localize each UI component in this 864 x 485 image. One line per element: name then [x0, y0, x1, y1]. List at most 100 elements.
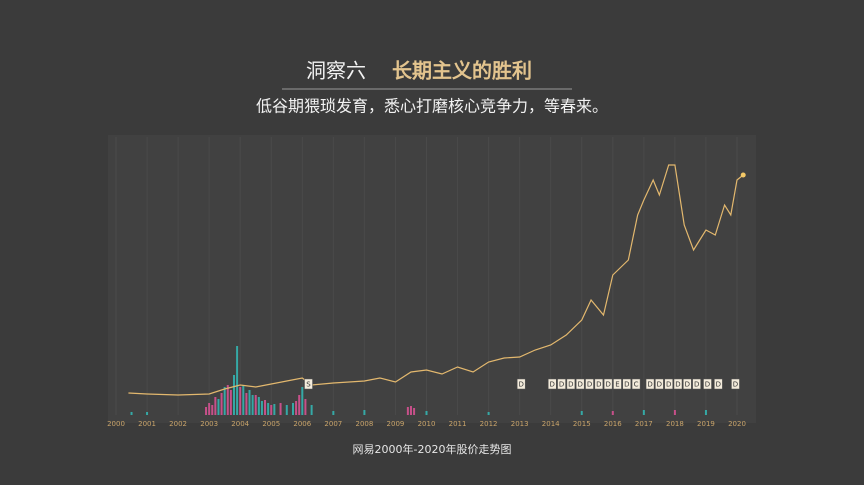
x-tick-label: 2003 — [200, 420, 218, 428]
event-marker — [304, 378, 313, 390]
event-marker — [714, 378, 723, 390]
event-marker — [655, 378, 664, 390]
volume-bar — [214, 397, 217, 415]
x-tick-label: 2018 — [666, 420, 684, 428]
volume-bar — [236, 346, 239, 415]
x-tick-label: 2004 — [231, 420, 249, 428]
volume-bar — [260, 401, 263, 415]
volume-bar — [208, 403, 211, 415]
x-tick-label: 2014 — [542, 420, 560, 428]
event-label: D — [666, 381, 671, 389]
x-tick-label: 2009 — [387, 420, 405, 428]
volume-bar — [205, 407, 208, 415]
event-marker — [516, 378, 526, 390]
x-tick-label: 2020 — [728, 420, 746, 428]
volume-bar — [239, 387, 242, 415]
volume-bar — [704, 410, 707, 415]
x-tick-label: 2013 — [511, 420, 529, 428]
volume-bar — [232, 375, 235, 415]
event-label: D — [705, 381, 710, 389]
volume-bar — [130, 412, 133, 415]
event-label: D — [568, 381, 573, 389]
event-marker — [631, 378, 641, 390]
volume-bar — [251, 395, 254, 415]
volume-bar — [229, 390, 232, 415]
event-marker — [603, 378, 613, 390]
event-marker — [622, 378, 632, 390]
event-marker — [585, 378, 594, 390]
volume-bar — [257, 397, 260, 415]
volume-bar — [487, 412, 490, 415]
event-label: D — [596, 381, 601, 389]
volume-bar — [146, 412, 149, 415]
volume-bar — [211, 405, 214, 415]
event-label: D — [675, 381, 680, 389]
end-point — [740, 172, 746, 178]
event-label: D — [716, 381, 721, 389]
volume-bar — [285, 405, 288, 415]
volume-bar — [363, 410, 366, 415]
event-label: D — [694, 381, 699, 389]
plot-area — [108, 135, 756, 423]
event-marker — [703, 378, 712, 390]
event-label: D — [550, 381, 555, 389]
x-tick-label: 2016 — [604, 420, 622, 428]
volume-bar — [248, 390, 251, 415]
x-tick-label: 2008 — [355, 420, 373, 428]
x-tick-label: 2002 — [169, 420, 187, 428]
x-tick-label: 2005 — [262, 420, 280, 428]
event-marker — [731, 378, 740, 390]
volume-bar — [413, 408, 416, 415]
event-label: C — [634, 381, 639, 389]
x-tick-label: 2001 — [138, 420, 156, 428]
volume-bar — [580, 411, 583, 415]
volume-bar — [223, 387, 226, 415]
event-marker — [692, 378, 701, 390]
event-label: D — [733, 381, 738, 389]
event-label: D — [587, 381, 592, 389]
x-tick-label: 2000 — [107, 420, 125, 428]
event-label: D — [624, 381, 629, 389]
volume-bar — [270, 405, 273, 415]
event-label: D — [647, 381, 652, 389]
volume-bar — [226, 385, 229, 415]
event-label: D — [519, 381, 524, 389]
volume-bar — [279, 403, 282, 415]
event-marker — [557, 378, 566, 390]
volume-bar — [242, 385, 245, 415]
x-tick-label: 2006 — [293, 420, 311, 428]
volume-bar — [310, 405, 313, 415]
event-marker — [683, 378, 692, 390]
x-tick-label: 2010 — [418, 420, 436, 428]
event-label: D — [657, 381, 662, 389]
x-tick-label: 2015 — [573, 420, 591, 428]
volume-bar — [409, 406, 412, 415]
event-marker — [566, 378, 576, 390]
volume-bar — [264, 400, 267, 415]
event-label: E — [615, 381, 619, 389]
event-marker — [673, 378, 683, 390]
event-label: D — [685, 381, 690, 389]
x-tick-label: 2007 — [324, 420, 342, 428]
volume-bar — [220, 393, 223, 415]
volume-bar — [425, 411, 428, 415]
volume-bar — [304, 399, 307, 415]
volume-bar — [273, 404, 276, 415]
event-label: S — [306, 381, 311, 389]
x-tick-label: 2011 — [449, 420, 467, 428]
caption: 网易2000年-2020年股价走势图 — [353, 442, 512, 456]
volume-bar — [301, 387, 304, 415]
event-marker — [613, 378, 622, 390]
volume-bar — [217, 399, 220, 415]
x-tick-label: 2017 — [635, 420, 653, 428]
volume-bar — [267, 403, 270, 415]
volume-bar — [298, 395, 301, 415]
volume-bar — [642, 410, 645, 415]
subtitle: 低谷期猥琐发育，悉心打磨核心竞争力，等春来。 — [256, 97, 608, 116]
volume-bar — [254, 395, 257, 415]
volume-bar — [295, 401, 298, 415]
event-marker — [645, 378, 655, 390]
price-line — [128, 164, 744, 396]
